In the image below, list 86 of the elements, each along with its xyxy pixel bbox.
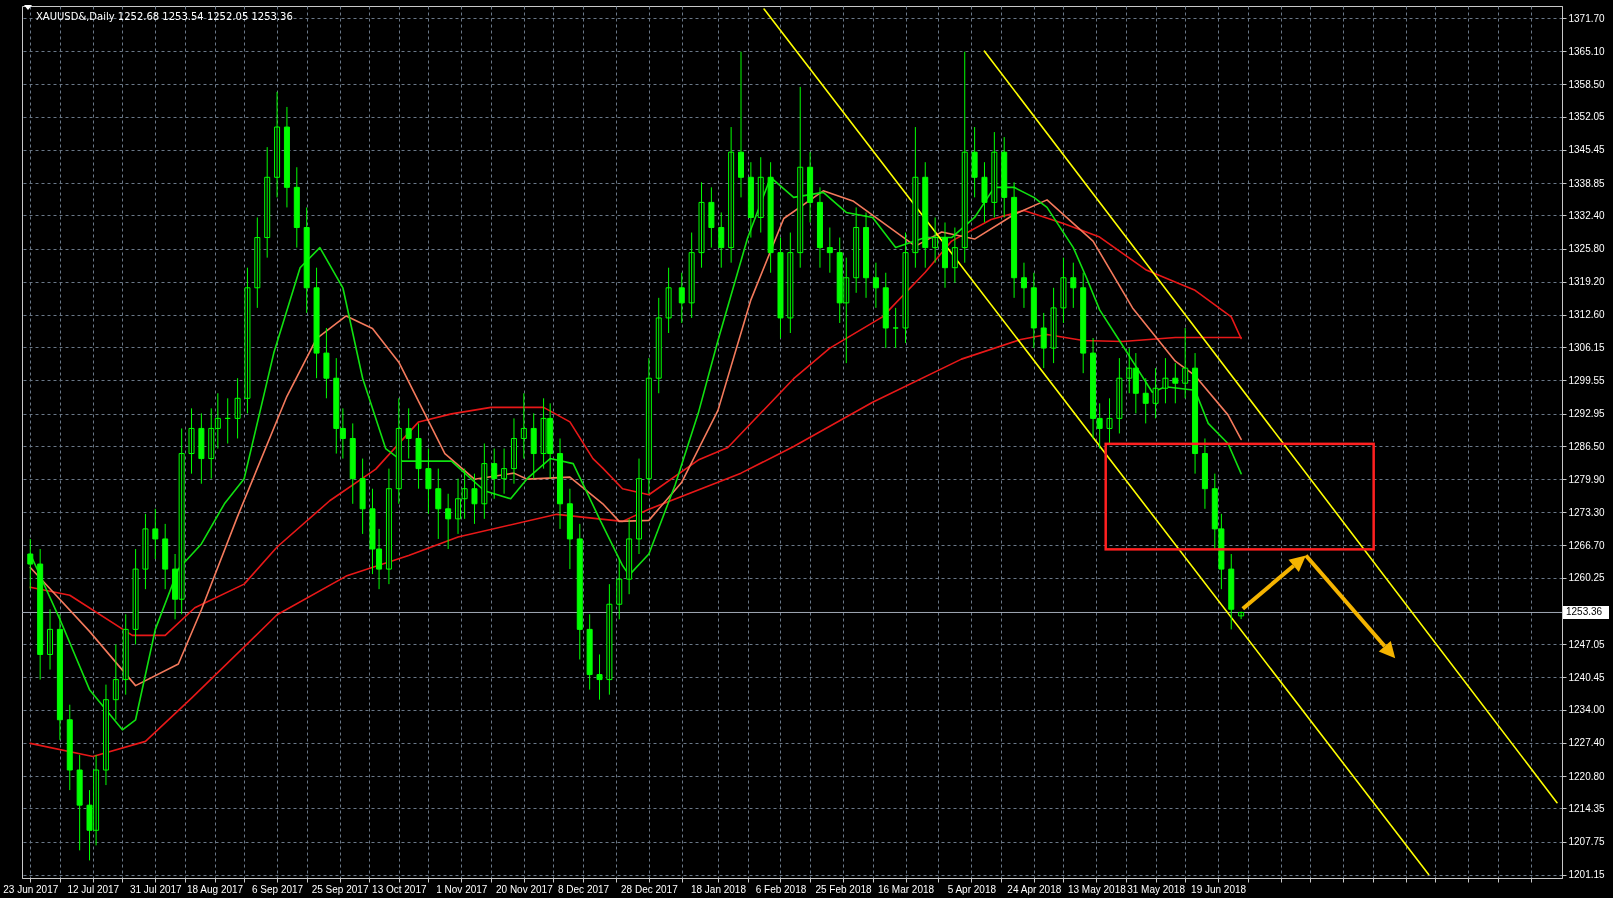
candlestick [152,508,159,560]
x-tick-label: 13 May 2018 [1067,883,1127,895]
x-tick-label: 19 Jun 2018 [1191,883,1247,895]
y-tick-label: 1365.10 [1568,45,1606,57]
y-tick-label: 1352.05 [1568,111,1606,123]
candlestick [323,327,330,399]
candlestick [1152,367,1159,419]
y-tick-label: 1319.20 [1568,276,1606,288]
x-tick-label: 1 Nov 2017 [436,883,488,895]
candlestick [359,458,366,535]
candlestick [234,377,241,439]
candlestick [415,422,422,490]
x-tick-label: 6 Feb 2018 [755,883,807,895]
x-tick-label: 25 Feb 2018 [815,883,873,895]
y-tick-label: 1338.85 [1568,177,1606,189]
y-tick-label: 1260.25 [1568,572,1606,584]
y-tick-label: 1234.00 [1568,704,1606,716]
candlestick [902,232,909,344]
candlestick [777,237,784,339]
y-tick-label: 1201.15 [1568,869,1606,881]
y-tick-label: 1227.40 [1568,737,1606,749]
y-tick-label: 1266.70 [1568,539,1606,551]
x-tick-label: 28 Dec 2017 [621,883,679,895]
candlestick [708,186,715,249]
candlestick [981,161,988,223]
y-tick-label: 1371.70 [1568,12,1606,24]
candlestick [313,267,320,379]
candlestick [76,754,83,851]
y-tick-label: 1273.30 [1568,506,1606,518]
candlestick [198,412,205,485]
candlestick [1116,357,1123,434]
y-tick-label: 1279.90 [1568,473,1606,485]
y-tick-label: 1299.55 [1568,374,1606,386]
candlestick [425,448,432,515]
candlestick [787,232,794,334]
candlestick [606,583,613,696]
y-tick-label: 1345.45 [1568,144,1606,156]
y-tick-label: 1247.05 [1568,638,1606,650]
y-tick-label: 1214.35 [1568,802,1606,814]
x-tick-label: 13 Oct 2017 [372,883,427,895]
y-tick-label: 1306.15 [1568,341,1606,353]
candlestick [596,653,603,701]
candlestick [27,538,34,590]
x-tick-label: 31 May 2018 [1127,883,1186,895]
candlestick [912,126,919,269]
candlestick [471,473,478,525]
text: XAUUSD&,Daily 1252.68 1253.54 1252.05 1253.36 [36,11,293,22]
x-tick-label: 18 Aug 2017 [186,883,244,895]
y-tick-label: 1332.40 [1568,209,1606,221]
candlestick [971,126,978,198]
y-tick-label: 1292.95 [1568,408,1606,420]
x-tick-label: 5 Apr 2018 [947,883,997,895]
ref-line-label: 1253.36 [1566,606,1603,618]
candlestick [244,267,251,414]
y-tick-label: 1220.80 [1568,770,1606,782]
candlestick [1060,257,1067,324]
candlestick [481,443,488,520]
candlestick [1106,397,1113,445]
candlestick [142,513,149,590]
x-tick-label: 23 Jun 2017 [3,883,59,895]
x-tick-label: 12 Jul 2017 [67,883,120,895]
candlestick [767,161,774,274]
candlestick [688,232,695,319]
x-tick-label: 8 Dec 2017 [557,883,610,895]
candlestick [586,613,593,691]
y-tick-label: 1312.60 [1568,309,1606,321]
candlestick [665,267,672,334]
candlestick [445,493,452,550]
candlestick [1162,357,1169,404]
x-tick-label: 16 Mar 2018 [877,883,935,895]
x-tick-label: 6 Sep 2017 [251,883,304,895]
x-tick-label: 31 Jul 2017 [129,883,183,895]
candlestick [188,407,195,475]
x-tick-label: 18 Jan 2018 [690,883,747,895]
candlestick [1050,287,1057,364]
x-tick-label: 20 Nov 2017 [495,883,554,895]
x-tick-label: 24 Apr 2018 [1007,883,1062,895]
y-tick-label: 1240.45 [1568,671,1606,683]
y-tick-label: 1358.50 [1568,78,1606,90]
y-tick-label: 1325.80 [1568,243,1606,255]
candlestick [698,181,705,269]
y-tick-label: 1207.75 [1568,836,1606,848]
y-tick-label: 1286.50 [1568,440,1606,452]
x-tick-label: 25 Sep 2017 [311,883,369,895]
candlestick [132,548,139,645]
candlestick [991,131,998,218]
